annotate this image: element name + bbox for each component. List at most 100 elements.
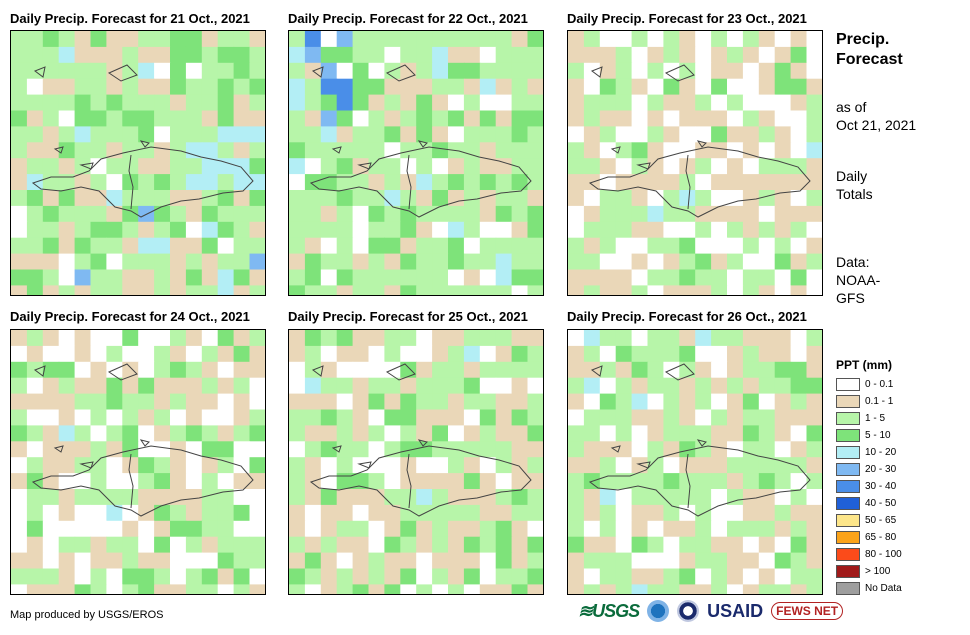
precip-cell xyxy=(42,190,60,207)
precip-cell xyxy=(90,190,107,207)
legend-label: 0.1 - 1 xyxy=(865,396,894,407)
precip-cell xyxy=(384,269,401,286)
precip-cell xyxy=(217,174,235,191)
precip-cell xyxy=(599,62,617,80)
hispaniola-coastline xyxy=(31,445,254,517)
precip-cell xyxy=(233,409,251,426)
precip-cell xyxy=(154,78,171,96)
precip-cell xyxy=(154,94,171,112)
precip-cell xyxy=(368,584,385,594)
precip-cell xyxy=(74,536,92,554)
precip-cell xyxy=(106,142,123,159)
precip-cell xyxy=(289,361,306,379)
precip-cell xyxy=(154,377,171,395)
precip-cell xyxy=(790,457,808,474)
precip-cell xyxy=(58,330,76,347)
precip-cell xyxy=(138,142,155,159)
precip-cell xyxy=(495,110,513,127)
precip-cell xyxy=(583,489,601,506)
precip-cell xyxy=(495,377,513,395)
precip-cell xyxy=(679,285,696,295)
precip-cell xyxy=(368,142,385,159)
precip-cell xyxy=(170,78,187,96)
precip-cell xyxy=(122,345,139,363)
precip-cell xyxy=(774,205,792,223)
precip-cell xyxy=(806,205,822,223)
precip-cell xyxy=(106,78,123,96)
precip-cell xyxy=(790,330,808,347)
precip-cell xyxy=(106,237,123,255)
precip-cell xyxy=(368,425,385,442)
precip-cell xyxy=(185,78,203,96)
precip-cell xyxy=(217,489,235,506)
legend-item: 80 - 100 xyxy=(836,546,902,563)
precip-cell xyxy=(583,269,601,286)
precip-cell xyxy=(416,520,433,538)
precip-cell xyxy=(806,536,822,554)
precip-cell xyxy=(495,31,513,48)
precip-cell xyxy=(599,441,617,458)
haiti-dr-border xyxy=(406,453,412,509)
precip-cell xyxy=(26,536,44,554)
precip-cell xyxy=(74,425,92,442)
precip-cell xyxy=(774,269,792,286)
precip-cell xyxy=(416,110,433,127)
precip-cell xyxy=(304,425,322,442)
precip-cell xyxy=(631,142,649,159)
precip-cell xyxy=(679,142,696,159)
legend-swatch xyxy=(836,480,860,493)
precip-cell xyxy=(249,377,265,395)
precip-cell xyxy=(432,46,449,64)
precip-cell xyxy=(368,489,385,506)
precip-cell xyxy=(233,205,251,223)
legend-label: 80 - 100 xyxy=(865,549,902,560)
precip-cell xyxy=(42,205,60,223)
precip-cell xyxy=(679,345,696,363)
haiti-dr-border xyxy=(128,154,134,210)
precip-cell xyxy=(320,552,338,570)
precip-cell xyxy=(463,78,481,96)
precip-cell xyxy=(304,345,322,363)
precip-cell xyxy=(74,110,92,127)
precip-cell xyxy=(154,409,171,426)
island-outline xyxy=(79,162,94,170)
precip-cell xyxy=(416,142,433,159)
precip-cell xyxy=(479,31,497,48)
partner-logos: ≋USGS USAID FEWS NET xyxy=(578,600,844,622)
precip-cell xyxy=(368,190,385,207)
precip-cell xyxy=(320,361,338,379)
precip-cell xyxy=(201,361,219,379)
precip-cell xyxy=(42,253,60,271)
precip-cell xyxy=(727,31,744,48)
precip-cell xyxy=(631,536,649,554)
precip-cell xyxy=(154,489,171,506)
precip-cell xyxy=(249,457,265,474)
precip-cell xyxy=(742,345,760,363)
precip-cell xyxy=(511,473,529,490)
precip-cell xyxy=(320,345,338,363)
precip-cell xyxy=(400,237,417,255)
precip-cell xyxy=(289,46,306,64)
precip-cell xyxy=(631,110,649,127)
precip-cell xyxy=(26,158,44,175)
precip-cell xyxy=(663,457,680,474)
precip-cell xyxy=(384,520,401,538)
precip-cell xyxy=(463,221,481,239)
precip-cell xyxy=(463,205,481,223)
precip-cell xyxy=(695,31,712,48)
precip-cell xyxy=(527,330,543,347)
precip-cell xyxy=(154,393,171,411)
precip-cell xyxy=(289,377,306,395)
island-outline xyxy=(311,66,324,78)
precip-cell xyxy=(201,520,219,538)
precip-cell xyxy=(320,205,338,223)
precip-cell xyxy=(679,221,696,239)
precip-cell xyxy=(742,78,760,96)
precip-cell xyxy=(727,221,744,239)
precip-cell xyxy=(615,568,633,585)
precip-cell xyxy=(11,409,28,426)
precip-cell xyxy=(400,457,417,474)
precip-cell xyxy=(384,345,401,363)
precip-cell xyxy=(352,31,370,48)
precip-cell xyxy=(320,31,338,48)
